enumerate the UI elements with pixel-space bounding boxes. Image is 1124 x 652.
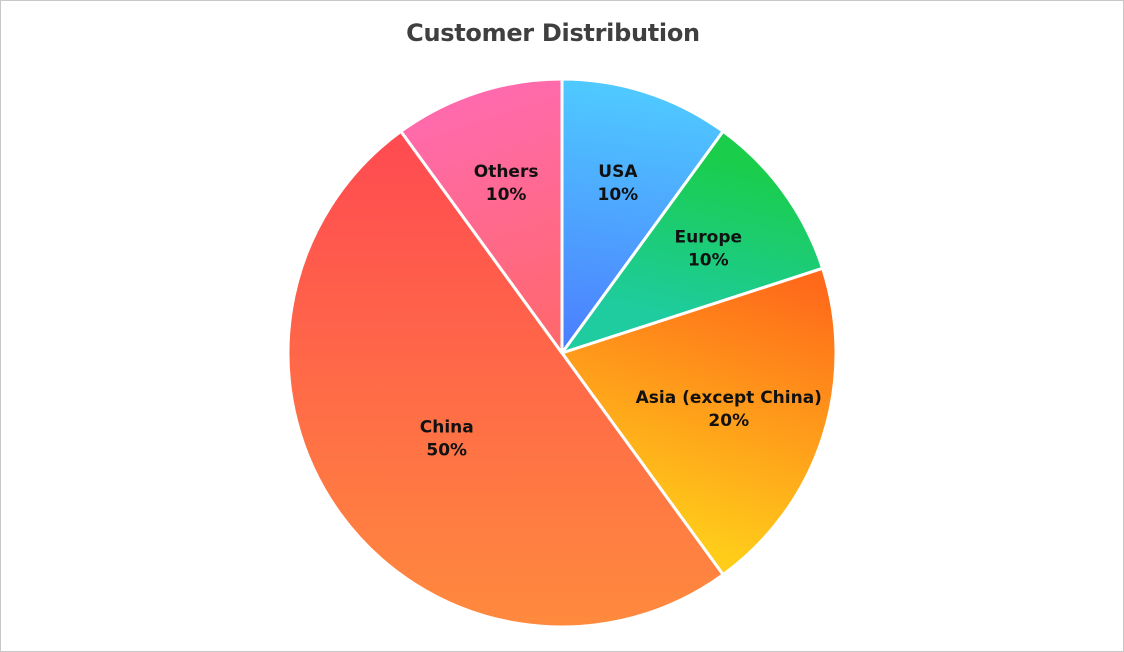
slice-label: USA [598, 162, 638, 182]
pie-slice-asia-except-china[interactable] [560, 266, 838, 577]
slice-label: Europe [675, 228, 742, 248]
slice-value-label: 50% [426, 441, 467, 461]
pie-slice-others[interactable] [399, 77, 564, 355]
pie-slice-usa[interactable] [560, 77, 725, 355]
pie-slice-china[interactable] [286, 129, 725, 629]
chart-title: Customer Distribution [406, 19, 700, 47]
slice-label: Asia (except China) [636, 388, 822, 408]
slice-label: China [420, 418, 474, 438]
pie-slice-europe[interactable] [560, 129, 825, 355]
slice-value-label: 10% [486, 185, 527, 205]
slice-label: Others [474, 162, 539, 182]
slice-value-label: 10% [688, 251, 729, 271]
slice-value-label: 10% [598, 185, 639, 205]
slice-value-label: 20% [708, 411, 749, 431]
